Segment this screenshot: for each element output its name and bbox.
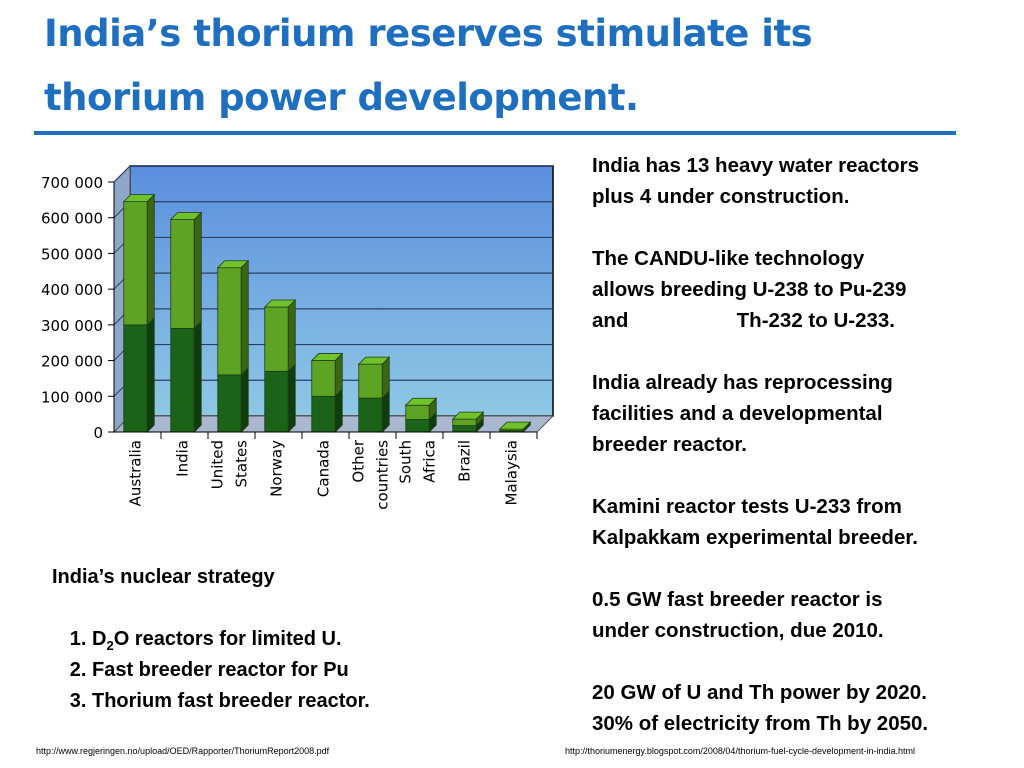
note-kamini-reactor: Kamini reactor tests U-233 from Kalpakka… <box>592 495 918 549</box>
chart-y-tick-label: 500 000 <box>41 245 103 263</box>
strategy-list: D2O reactors for limited U. Fast breeder… <box>52 624 572 717</box>
chart-x-tick-label: India <box>174 440 192 477</box>
bar-segment-upper-side <box>193 211 202 330</box>
chart-x-tick-label: Other countries <box>350 439 392 510</box>
bar-segment-upper <box>170 219 195 329</box>
bar-segment-upper <box>217 267 242 376</box>
nuclear-strategy: India’s nuclear strategy D2O reactors fo… <box>52 562 572 717</box>
side-notes: India has 13 heavy water reactors plus 4… <box>592 150 1022 739</box>
thorium-reserves-chart: 0 100 000 200 000 300 000 400 000 500 000 600 … <box>41 164 555 510</box>
chart-x-tick-label-line: India <box>174 440 192 477</box>
chart-y-tick-label: 700 000 <box>41 174 103 192</box>
note-heavy-water-reactors: India has 13 heavy water reactors plus 4… <box>592 154 920 208</box>
bar-segment-upper <box>264 306 289 372</box>
bar-top-face <box>263 299 297 308</box>
chart-x-tick-label: Brazil <box>456 440 474 482</box>
bar-segment-lower-side <box>146 316 155 433</box>
chart-x-tick-label: Canada <box>315 440 333 497</box>
chart-x-tick-label-line: Australia <box>127 440 145 506</box>
chart-y-tick-label: 400 000 <box>41 281 103 299</box>
chart-bars <box>122 193 532 433</box>
bar-segment-lower <box>123 324 148 433</box>
bar-segment-upper <box>358 363 383 399</box>
chart-x-tick-label: United States <box>209 440 251 489</box>
chart-x-tick-label: Norway <box>268 440 286 497</box>
bar-segment-upper-side <box>146 193 155 326</box>
chart-gridline-side <box>113 165 131 183</box>
note-fast-breeder: 0.5 GW fast breeder reactor is under con… <box>592 588 884 642</box>
chart-x-tick-label-line: countries <box>374 440 392 510</box>
slide-title: India’s thorium reserves stimulate its t… <box>44 2 1004 130</box>
bar-top-face <box>357 356 391 365</box>
bar-segment-lower-side <box>240 366 249 433</box>
bar-segment-lower <box>264 370 289 433</box>
note-candu-breeding: The CANDU-like technology allows breedin… <box>592 247 907 332</box>
bar-segment-lower <box>217 374 242 433</box>
strategy-item-1-post: O reactors for limited U. <box>113 628 342 650</box>
bar-top-face <box>169 212 203 220</box>
title-underline <box>34 131 956 135</box>
strategy-item-2: Fast breeder reactor for Pu <box>92 655 572 686</box>
bar-segment-upper-side <box>287 299 296 373</box>
chart-y-tick-label: 300 000 <box>41 317 103 335</box>
strategy-item-1: D2O reactors for limited U. <box>92 624 572 655</box>
chart-x-tick-label-line: Africa <box>421 440 439 483</box>
bar-segment-upper <box>405 404 430 420</box>
chart-y-tick-label: 100 000 <box>41 388 103 406</box>
strategy-item-1-pre: D <box>92 628 107 650</box>
bar-top-face <box>310 353 344 361</box>
source-link-left[interactable]: http://www.regjeringen.no/upload/OED/Rap… <box>36 746 330 756</box>
chart-x-tick-label-line: Other <box>350 439 368 482</box>
chart-x-tick-label-line: Norway <box>268 440 286 497</box>
chart-x-tick-label: Australia <box>127 440 145 506</box>
chart-x-tick-label-line: South <box>397 440 415 484</box>
bar-segment-lower <box>358 397 383 433</box>
bar-segment-lower <box>170 328 195 433</box>
source-link-right[interactable]: http://thoriumenergy.blogspot.com/2008/0… <box>565 746 916 756</box>
bar-segment-lower-side <box>287 363 296 433</box>
bar-segment-lower <box>452 425 477 433</box>
note-targets: 20 GW of U and Th power by 2020. 30% of … <box>592 681 929 735</box>
bar-top-face <box>451 411 485 420</box>
bar-top-face <box>216 260 250 269</box>
strategy-heading: India’s nuclear strategy <box>52 566 275 588</box>
bar-top-face <box>122 194 156 203</box>
strategy-item-1-subscript: 2 <box>106 638 114 653</box>
bar-top-face <box>404 397 438 406</box>
chart-x-tick-label-line: Canada <box>315 440 333 497</box>
chart-x-tick-label-line: Malaysia <box>503 440 521 506</box>
chart-x-tick-labels: Australia India United States Norway Canada Ot… <box>114 431 538 510</box>
bar-segment-upper <box>452 418 477 426</box>
slide-title-line-1: India’s thorium reserves stimulate its <box>44 12 813 55</box>
chart-x-tick-label: Malaysia <box>503 440 521 506</box>
bar-segment-lower-side <box>193 320 202 433</box>
bar-segment-upper <box>311 360 336 397</box>
slide-title-line-2: thorium power development. <box>44 76 639 119</box>
bar-segment-upper <box>123 201 148 326</box>
bar-segment-lower <box>311 395 336 433</box>
chart-x-tick-label-line: States <box>233 440 251 488</box>
chart-y-tick-label: 200 000 <box>41 353 103 371</box>
bar-segment-lower <box>405 419 430 433</box>
bar-segment-upper-side <box>240 259 249 376</box>
chart-y-tick-labels: 0 100 000 200 000 300 000 400 000 500 000 600 … <box>41 174 115 442</box>
chart-x-tick-label: South Africa <box>397 440 439 484</box>
note-reprocessing: India already has reprocessing facilitie… <box>592 371 893 456</box>
strategy-item-3: Thorium fast breeder reactor. <box>92 686 572 717</box>
chart-y-tick-label: 0 <box>93 424 103 442</box>
bar-top-face <box>498 421 532 430</box>
chart-y-tick-label: 600 000 <box>41 210 103 228</box>
chart-x-tick-label-line: Brazil <box>456 440 474 482</box>
chart-x-tick-label-line: United <box>209 440 227 489</box>
